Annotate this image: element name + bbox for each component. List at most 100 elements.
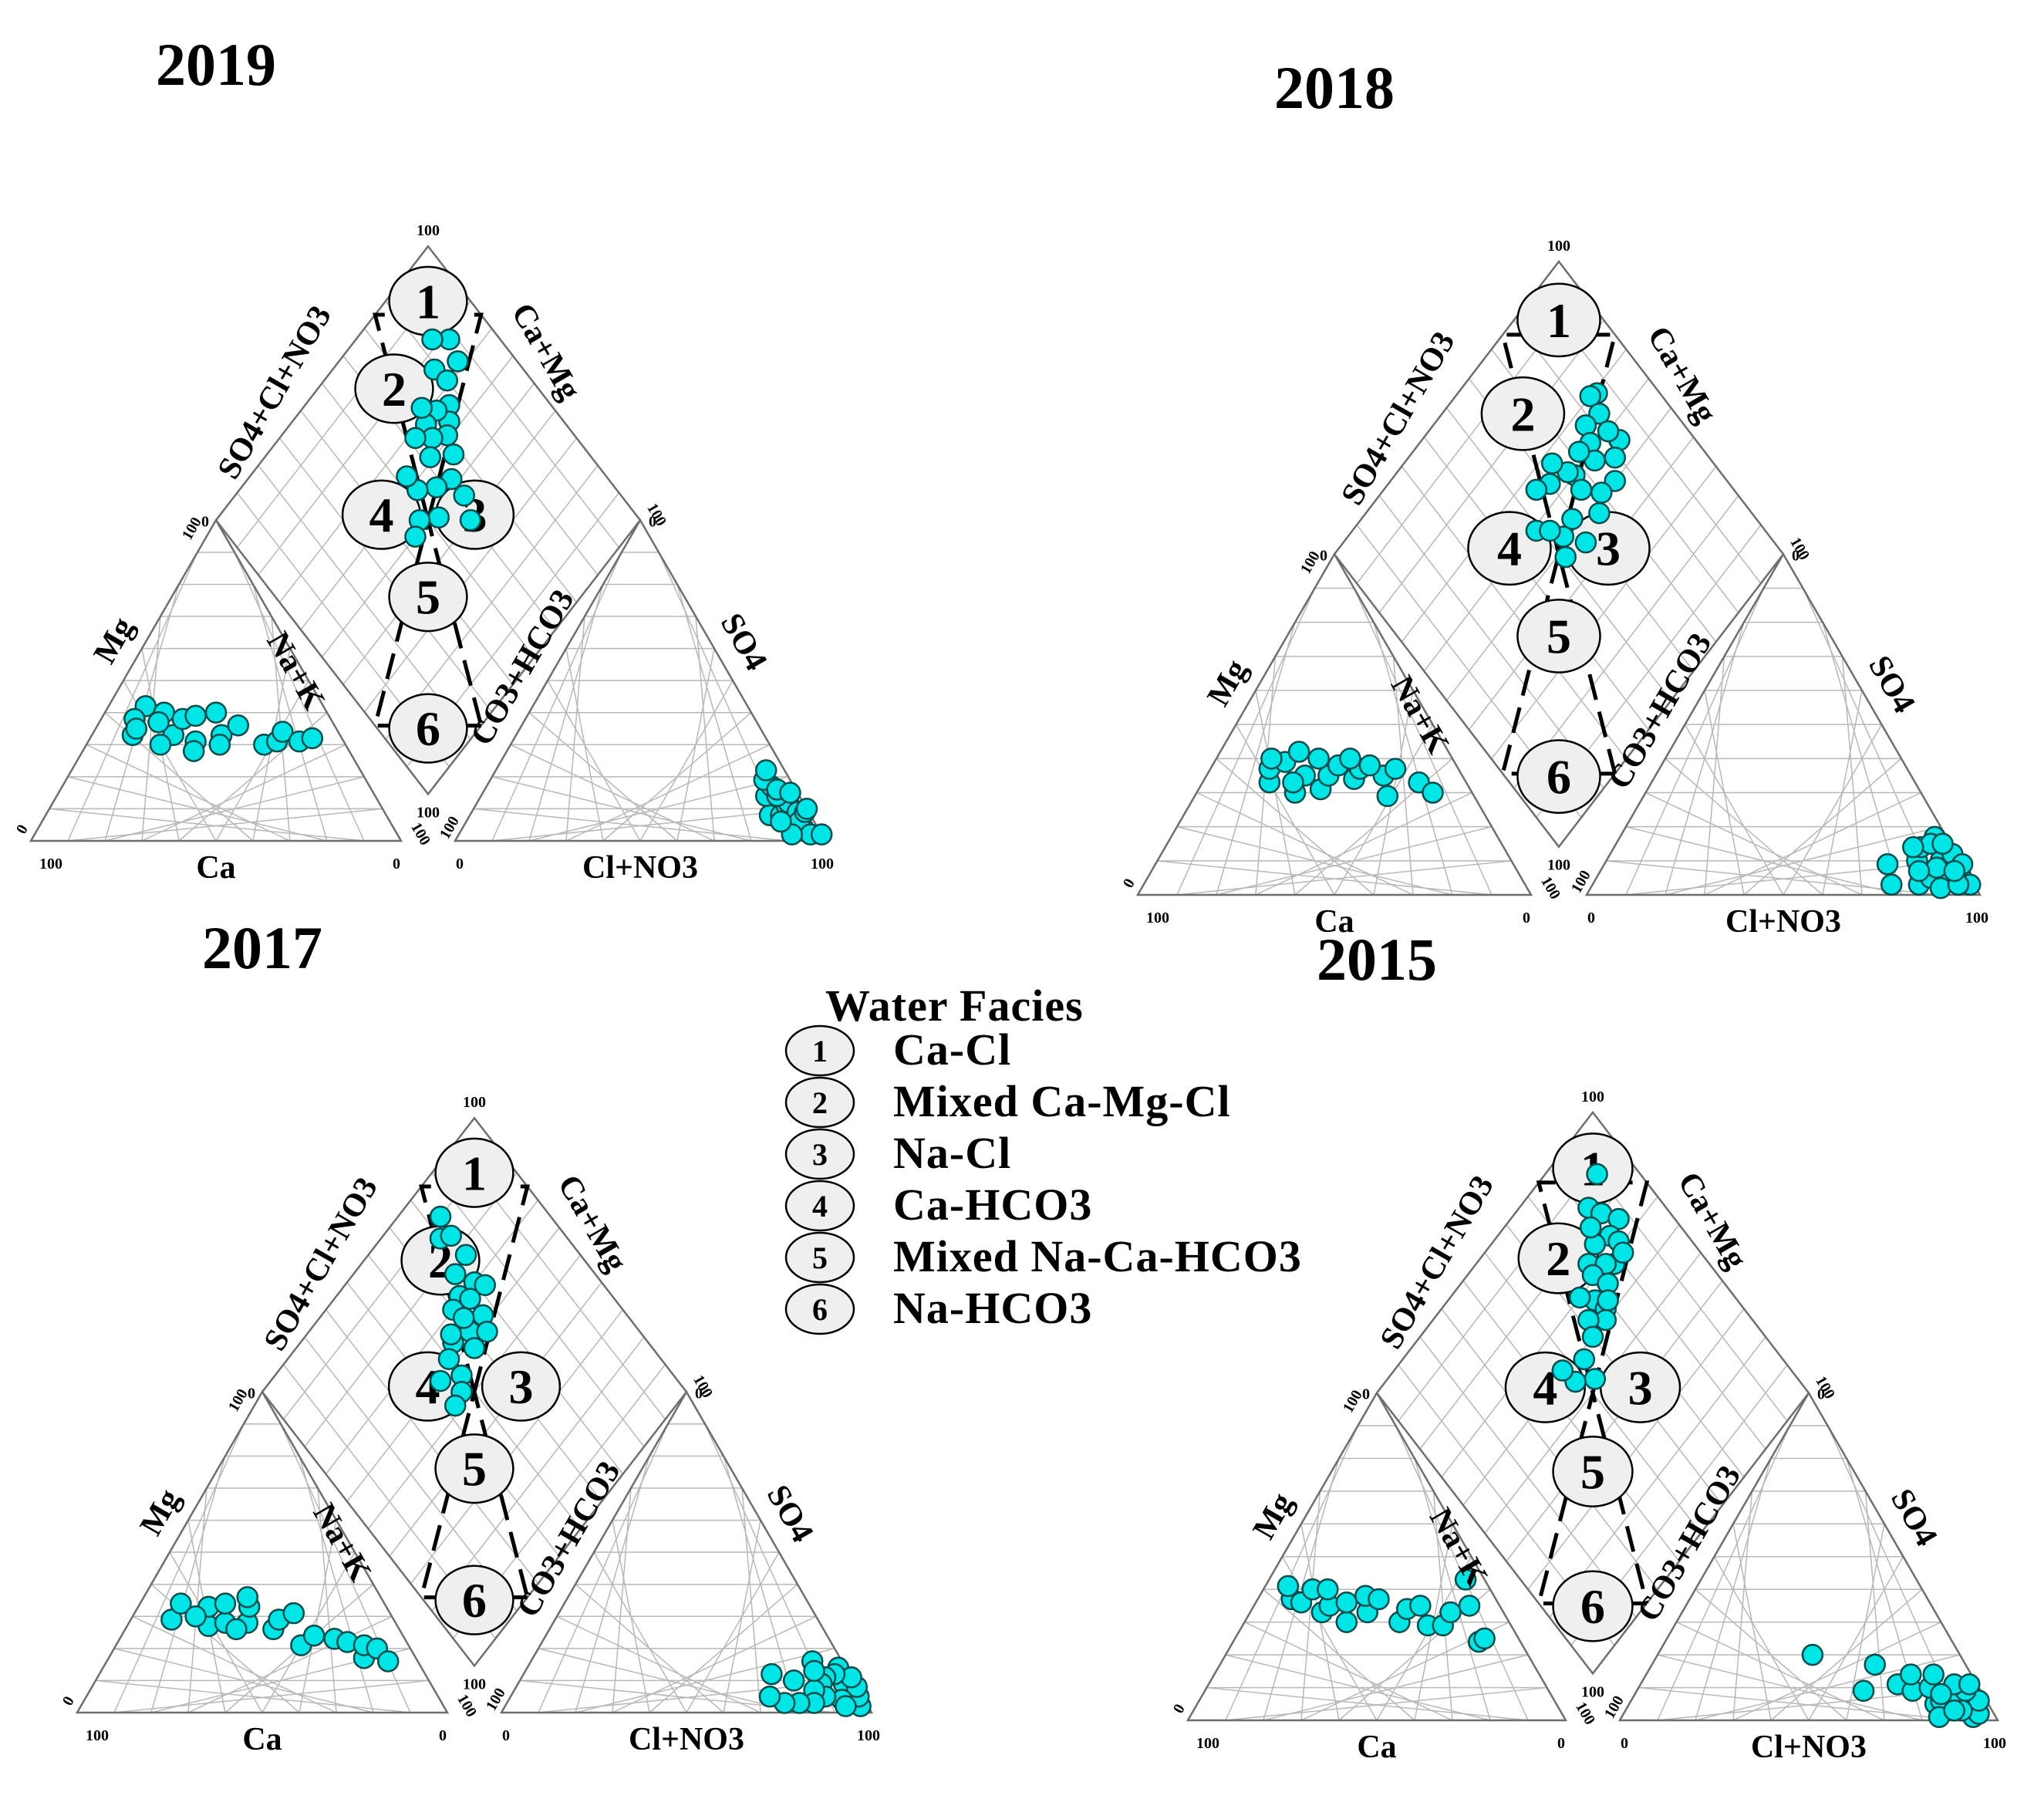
cation-point [1458, 1595, 1481, 1617]
cation-point [1335, 1611, 1358, 1633]
anion-point [758, 1685, 781, 1708]
clno3-axis-label: Cl+NO3 [629, 1722, 744, 1757]
camg-axis-label: Ca+Mg [1641, 320, 1724, 429]
legend-item-1-label: Ca-Cl [893, 1024, 1011, 1075]
tick-label: 100 [690, 1372, 716, 1401]
camg-axis-label: Ca+Mg [504, 298, 588, 407]
diamond-point [1567, 440, 1590, 463]
diamond-point [396, 465, 418, 488]
tick-label: 0 [695, 1385, 703, 1402]
tick-label: 100 [407, 820, 433, 849]
legend-item-4-marker [784, 1180, 855, 1232]
nak-axis-label: Na+K [1422, 1502, 1495, 1592]
tick-label: 0 [439, 1727, 447, 1744]
diamond-point [444, 1263, 467, 1285]
tick-label: 0 [502, 1727, 510, 1744]
tick-label: 0 [248, 1385, 255, 1402]
anion-point [1880, 873, 1903, 896]
anion-point [770, 810, 792, 833]
anion-triangle-gridline [1645, 791, 1863, 896]
cation-triangle-gridline [1263, 1588, 1415, 1721]
cation-point [125, 717, 148, 740]
anion-triangle-gridline [686, 1551, 780, 1713]
tick-label: 0 [1621, 1735, 1628, 1752]
facies-zone-3-marker [481, 1351, 562, 1422]
cation-point [1454, 1568, 1477, 1591]
cation-point [376, 1650, 400, 1672]
piper-panel-2015: 1234562015MgNa+KCaCO3+HCO3SO4Cl+NO3SO4+C… [1170, 926, 2006, 1765]
diamond-point [429, 1205, 452, 1228]
facies-zone-6-label: 6 [1580, 1579, 1605, 1634]
legend-item-1-marker [784, 1024, 855, 1077]
facies-zone-6-marker [434, 1564, 514, 1635]
so4-axis-label: SO4 [1861, 650, 1921, 719]
cation-triangle-frame [29, 518, 403, 842]
cation-point [1317, 1578, 1339, 1601]
legend-item-5-label: Mixed Na-Ca-HCO3 [893, 1231, 1302, 1281]
diamond-frame [1375, 1110, 1810, 1676]
so4-axis-label: SO4 [760, 1480, 820, 1549]
anion-triangle-gridline [1743, 758, 1902, 896]
clno3-axis-label: Cl+NO3 [1751, 1730, 1867, 1765]
tick-label: 0 [1587, 910, 1595, 927]
anion-triangle-gridline [491, 776, 752, 842]
legend-title: Water Facies [825, 981, 1084, 1031]
clno3-axis-label: Cl+NO3 [1725, 904, 1841, 940]
anion-triangle-frame [1584, 552, 1982, 896]
diamond-point [1561, 508, 1584, 531]
diamond-point [1590, 481, 1613, 504]
anion-triangle-gridline [649, 1584, 798, 1713]
ca-axis-label: Ca [1357, 1730, 1396, 1765]
cation-point [1358, 754, 1381, 777]
facies-zone-6-marker [1552, 1570, 1634, 1642]
anion-point [1929, 876, 1952, 900]
legend-item-4-number: 4 [812, 1189, 828, 1224]
tick-label: 100 [1965, 910, 1988, 927]
legend-item-6-number: 6 [812, 1292, 828, 1327]
facies-zone-1-label: 1 [416, 274, 440, 329]
anion-triangle-frame [1617, 1391, 2000, 1722]
anion-point [835, 1695, 857, 1717]
cation-triangle-gridline [1216, 758, 1374, 896]
facies-zone-2-label: 2 [1510, 386, 1535, 441]
diamond-point [1579, 1216, 1602, 1239]
cation-triangle-gridline [132, 1615, 337, 1713]
ca-axis-label: Ca [196, 850, 235, 886]
anion-point [810, 823, 833, 845]
ca-axis-label: Ca [1314, 904, 1354, 940]
facies-zone-6-label: 6 [1546, 750, 1571, 805]
diamond-point [1611, 1241, 1634, 1264]
anion-triangle-gridline [1704, 791, 1921, 896]
diamond-point [1597, 420, 1620, 443]
hco3-axis-label: CO3+HCO3 [464, 584, 581, 752]
cation-triangle-gridline [95, 1679, 411, 1713]
tick-label: 100 [1568, 868, 1594, 896]
cation-point [1376, 785, 1399, 808]
tick-label: 100 [454, 1692, 480, 1720]
anion-point [1943, 859, 1966, 883]
diamond-point [1525, 478, 1548, 501]
cation-point [184, 704, 207, 727]
tick-label: 0 [201, 513, 209, 530]
tick-label: 0 [1523, 910, 1530, 927]
anion-triangle-gridline [1713, 1556, 1810, 1721]
diamond-point [437, 1348, 460, 1370]
anion-point [1930, 1683, 1952, 1706]
cation-triangle-gridline [67, 776, 328, 842]
tick-label: 100 [39, 856, 62, 872]
tick-label: 100 [811, 856, 834, 872]
tick-label: 100 [857, 1727, 880, 1744]
piper-panel-2019: 1234562019MgNa+KCaCO3+HCO3SO4Cl+NO3SO4+C… [13, 31, 834, 886]
tick-label: 100 [1146, 910, 1169, 927]
so4-axis-label: SO4 [713, 608, 774, 677]
year-title: 2019 [156, 31, 276, 98]
anion-point [779, 781, 801, 804]
tick-label: 0 [1120, 876, 1138, 891]
diamond-point [459, 509, 482, 532]
tick-label: 100 [1983, 1735, 2006, 1752]
anion-point [1922, 1663, 1944, 1686]
diamond-point [404, 525, 427, 548]
diamond-point [1573, 1348, 1596, 1371]
anion-triangle-gridline [1638, 1686, 1961, 1721]
diamond-point [442, 443, 465, 466]
